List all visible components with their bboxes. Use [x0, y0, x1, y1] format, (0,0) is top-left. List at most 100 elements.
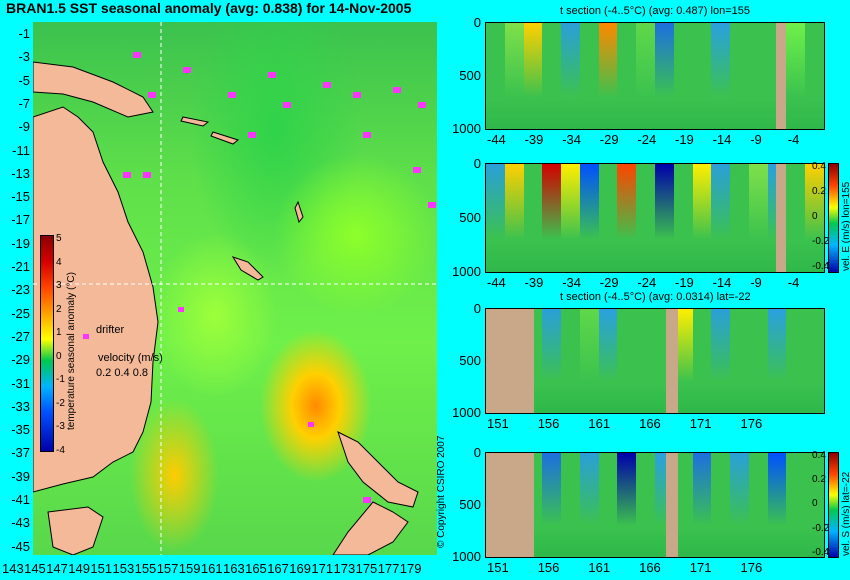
lat-label: -23 [11, 282, 30, 298]
x-tick-label: 156 [537, 560, 560, 575]
section-stripe [748, 23, 769, 129]
colorbar-tick: 2 [56, 303, 62, 315]
section-panel[interactable] [485, 22, 825, 130]
y-tick-label: 0 [473, 301, 481, 316]
section-stripe [786, 453, 807, 557]
lat-label: -33 [11, 398, 30, 414]
land-tasmania [47, 506, 104, 555]
bathymetry-mask [666, 453, 678, 557]
y-tick-label: 500 [459, 210, 481, 225]
x-tick-label: -24 [637, 132, 657, 147]
map-colorbar [40, 235, 54, 452]
x-tick-label: -39 [524, 132, 544, 147]
lat-label: -5 [18, 72, 30, 88]
lat-label: -1 [18, 26, 30, 41]
map-land-layer [33, 22, 437, 555]
x-tick-label: -4 [787, 275, 800, 290]
section-stripe [748, 453, 769, 557]
section-colorbar-tick: 0.4 [812, 161, 826, 172]
land-new-caledonia [231, 256, 264, 281]
section-colorbar-label: vel. E (m/s) lon=155 [841, 181, 850, 271]
colorbar-tick: 0 [56, 350, 62, 362]
bathymetry-mask [486, 309, 534, 413]
section-stripe [617, 164, 638, 272]
section-colorbar-tick: 0.2 [812, 474, 826, 486]
lon-label: 163 [223, 561, 245, 576]
y-tick-label: 1000 [452, 121, 481, 136]
x-tick-label: 161 [588, 416, 611, 431]
lat-label: -27 [11, 328, 30, 344]
x-tick-label: -34 [562, 132, 581, 147]
sst-anomaly-map[interactable] [33, 22, 437, 555]
y-tick-label: 500 [459, 497, 481, 512]
section-stripe [542, 23, 563, 129]
y-tick-label: 1000 [452, 264, 481, 279]
x-tick-label: 161 [588, 560, 611, 575]
x-tick-label: 176 [740, 416, 763, 431]
x-tick-label: -29 [599, 132, 619, 147]
y-tick-label: 1000 [452, 549, 481, 564]
y-tick-label: 0 [473, 156, 481, 171]
section-stripe [805, 453, 824, 557]
section-stripe [673, 453, 694, 557]
colorbar-tick: 4 [56, 256, 62, 268]
section-stripe [617, 23, 638, 129]
lon-label: 167 [267, 561, 289, 576]
colorbar-tick: -1 [56, 374, 65, 385]
section-stripe [504, 164, 525, 272]
section-stripe [748, 164, 769, 272]
lat-label: -11 [12, 142, 30, 158]
page-title: BRAN1.5 SST seasonal anomaly (avg: 0.838… [6, 0, 412, 16]
y-tick-label: 500 [459, 353, 481, 368]
x-tick-label: -19 [675, 275, 694, 290]
section-stripe [786, 23, 807, 129]
section-stripe [561, 453, 581, 557]
drifter-markers [83, 52, 436, 503]
section-colorbar-tick: -0.2 [812, 236, 830, 248]
drifter-legend-label: drifter [96, 324, 125, 336]
y-tick-label: 0 [473, 445, 481, 460]
section-panel[interactable] [485, 308, 825, 414]
lon-label: 179 [399, 561, 422, 576]
section-stripe [655, 23, 675, 129]
section-colorbar-tick: 0.2 [812, 186, 826, 198]
lat-label: -45 [11, 538, 30, 554]
lat-label: -31 [11, 375, 30, 391]
section-stripe [598, 309, 619, 413]
x-tick-label: 171 [689, 416, 712, 431]
lat-label: -37 [11, 445, 30, 461]
x-tick-label: 151 [487, 560, 509, 575]
x-tick-label: -24 [637, 275, 657, 290]
x-tick-label: -14 [712, 275, 732, 290]
section-stripe [673, 23, 694, 129]
section-stripe [579, 309, 600, 413]
bathymetry-mask [776, 164, 786, 272]
lon-label: 149 [68, 561, 90, 576]
lon-label: 169 [289, 561, 311, 576]
lon-label: 177 [377, 561, 400, 576]
section-colorbar [828, 452, 839, 558]
lon-label: 165 [245, 561, 267, 576]
x-tick-label: 151 [487, 416, 509, 431]
section-stripe [767, 453, 788, 557]
section-stripe [805, 309, 824, 413]
section-stripe [542, 309, 563, 413]
section-stripe [655, 164, 675, 272]
lat-label: -15 [11, 189, 30, 205]
section-stripe [767, 309, 788, 413]
lat-label: -19 [11, 235, 30, 251]
section-panel[interactable] [485, 163, 825, 273]
lat-label: -17 [11, 212, 30, 228]
section-colorbar-tick: -0.4 [812, 546, 830, 558]
section-colorbar-label: vel. S (m/s) lat=-22 [841, 471, 850, 556]
section-stripe [636, 23, 656, 129]
section-stripe [711, 453, 732, 557]
section-colorbar [828, 163, 839, 273]
section-panel[interactable] [485, 452, 825, 558]
bathymetry-mask [666, 309, 678, 413]
x-tick-label: -29 [599, 275, 619, 290]
section-stripe [673, 164, 694, 272]
lat-label: -13 [11, 165, 30, 181]
lon-label: 175 [355, 561, 378, 576]
x-tick-label: -9 [750, 132, 762, 147]
